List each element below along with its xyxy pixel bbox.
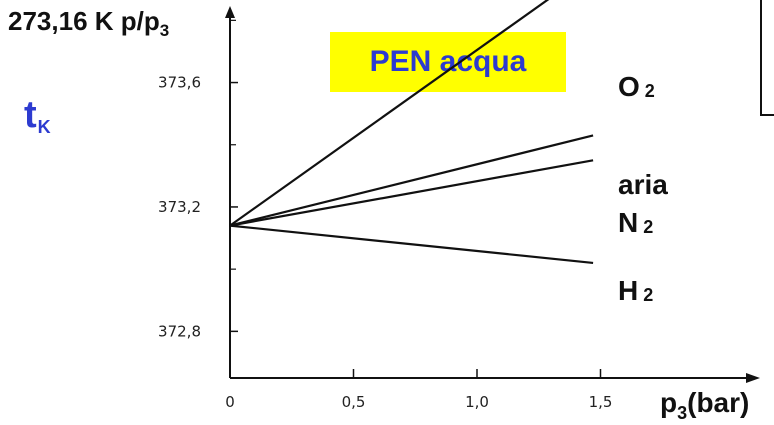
y-axis-symbol-main: t: [24, 94, 37, 136]
y-axis-title-subscript: 3: [159, 21, 170, 40]
x-tick-label: 0: [225, 393, 235, 411]
x-axis-title-unit: (bar): [687, 387, 750, 418]
x-tick-label: 1,5: [589, 393, 613, 411]
partial-frame-box: [760, 0, 774, 116]
series-group: [229, 0, 594, 265]
series-line-n-2: [229, 159, 594, 227]
y-tick-label: 373,2: [158, 198, 201, 216]
series-line-o-2: [229, 0, 550, 227]
y-axis-title: 273,16 K p/p3: [8, 6, 170, 40]
x-tick-label: 1,0: [465, 393, 489, 411]
series-label-subscript: 2: [643, 285, 653, 305]
y-axis-symbol-subscript: K: [37, 117, 51, 137]
x-tick-label: 0,5: [342, 393, 366, 411]
series-line-aria: [229, 134, 594, 227]
chart-title: PEN acqua: [330, 32, 566, 92]
x-axis-title: p3(bar): [660, 387, 750, 423]
y-axis-symbol: tK: [24, 94, 51, 137]
labels-group: O 2 aria N 2 H 2: [618, 71, 668, 306]
x-axis-arrowhead: [746, 373, 760, 383]
series-label-aria: aria: [618, 169, 668, 200]
series-label-subscript: 2: [645, 81, 655, 101]
x-axis-title-subscript: 3: [677, 403, 688, 423]
y-tick-label: 373,6: [158, 74, 201, 92]
y-axis-arrowhead: [225, 6, 235, 18]
x-axis-title-main: p: [660, 387, 678, 418]
y-tick-label: 372,8: [158, 322, 201, 340]
series-label-subscript: 2: [643, 217, 653, 237]
y-axis-title-main: 273,16 K p/p: [8, 6, 160, 36]
series-line-h-2: [229, 224, 594, 265]
